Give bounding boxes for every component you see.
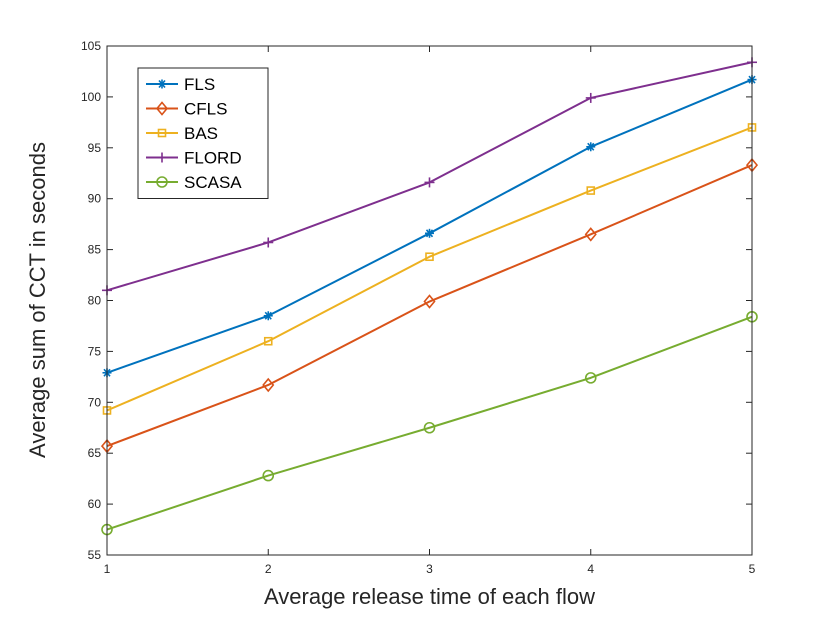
legend-label-flord: FLORD [184, 149, 242, 168]
data-point-flord [263, 237, 274, 248]
series-line-cfls [106, 164, 753, 448]
legend-item-cfls: CFLS [146, 100, 227, 119]
legend-item-bas: BAS [146, 124, 218, 143]
y-tick-label: 85 [88, 243, 102, 257]
legend-item-scasa: SCASA [146, 173, 242, 192]
data-point-scasa [262, 469, 275, 482]
y-tick-label: 65 [88, 446, 102, 460]
x-tick-label: 2 [265, 562, 272, 576]
legend-marker-bas [157, 128, 167, 138]
legend-marker-fls [157, 79, 167, 89]
x-tick-label: 4 [587, 562, 594, 576]
y-tick-label: 75 [88, 344, 102, 358]
y-axis-label: Average sum of CCT in seconds [25, 142, 50, 458]
data-point-bas [425, 252, 434, 262]
legend-marker-flord [157, 152, 167, 163]
legend-marker-cfls [155, 101, 169, 116]
data-point-scasa [423, 421, 436, 434]
data-point-bas [263, 336, 273, 346]
data-point-fls [263, 311, 273, 321]
legend-label-bas: BAS [184, 124, 218, 143]
x-tick-label: 3 [426, 562, 433, 576]
series-line-scasa [106, 315, 753, 531]
legend-label-fls: FLS [184, 75, 215, 94]
y-tick-label: 90 [88, 192, 102, 206]
y-tick-label: 55 [88, 548, 102, 562]
x-tick-label: 5 [749, 562, 756, 576]
y-tick-label: 60 [88, 497, 102, 511]
data-point-cfls [262, 377, 275, 393]
data-point-bas [586, 186, 596, 195]
y-tick-label: 100 [81, 90, 101, 104]
legend-item-fls: FLS [146, 75, 215, 94]
series-line-bas [106, 126, 753, 412]
legend-item-flord: FLORD [146, 149, 242, 168]
x-axis-label: Average release time of each flow [264, 584, 595, 609]
y-tick-label: 105 [81, 39, 101, 53]
y-tick-label: 80 [88, 294, 102, 308]
data-point-fls [425, 228, 434, 238]
data-point-fls [586, 142, 596, 152]
x-tick-label: 1 [104, 562, 111, 576]
legend-label-cfls: CFLS [184, 100, 227, 119]
y-tick-label: 95 [88, 141, 102, 155]
legend-marker-scasa [156, 176, 168, 188]
data-point-cfls [423, 294, 436, 309]
data-point-flord [585, 92, 596, 103]
data-point-cfls [584, 227, 597, 242]
y-tick-label: 70 [88, 395, 102, 409]
data-point-flord [424, 177, 435, 188]
legend-label-scasa: SCASA [184, 173, 242, 192]
legend: FLS CFLS BAS FLORD SCASA [137, 67, 269, 199]
series-fls [102, 75, 757, 378]
data-point-scasa [584, 372, 597, 384]
plot-border [106, 45, 753, 556]
